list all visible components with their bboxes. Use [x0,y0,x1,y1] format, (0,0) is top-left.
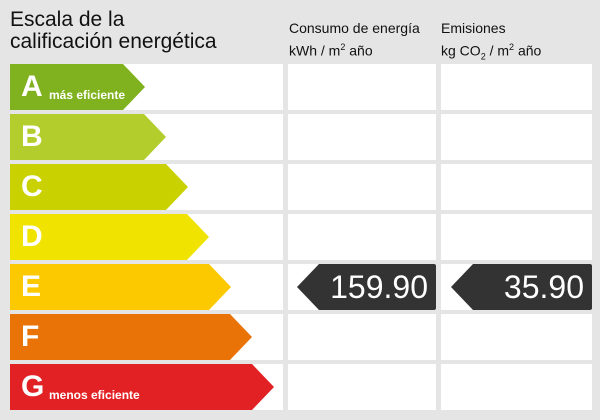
consumption-cell [288,114,436,160]
rating-letter: E [21,270,42,303]
consumption-cell [288,314,436,360]
rating-cell: C [10,164,283,210]
consumption-cell [288,164,436,210]
rating-letter: C [21,170,43,203]
consumption-cell [288,64,436,110]
emissions-indicator: 35.90 [451,264,592,310]
consumption-indicator: 159.90 [297,264,436,310]
emissions-cell [441,214,592,260]
rating-letter: A [21,70,43,103]
rating-cell: D [10,214,283,260]
emissions-cell: 35.90 [441,264,592,310]
rating-bar-d: D [10,214,209,260]
emissions-cell [441,364,592,410]
rating-bar-e: E [10,264,231,310]
emissions-cell [441,314,592,360]
rating-cell: B [10,114,283,160]
rating-bar-b: B [10,114,166,160]
rating-letter: B [21,120,43,153]
consumption-header: Consumo de energía kWh / m2 año [289,20,420,59]
rating-bar-c: C [10,164,188,210]
emissions-header: Emisiones kg CO2 / m2 año [441,20,542,62]
rating-cell: E [10,264,283,310]
rating-letter: D [21,220,43,253]
rating-letter: F [21,320,40,353]
rating-row-f: F [0,314,600,360]
rating-desc: menos eficiente [49,388,140,402]
rating-bar-f: F [10,314,252,360]
rating-row-d: D [0,214,600,260]
rating-row-b: B [0,114,600,160]
rating-letter: G [21,370,45,403]
emissions-cell [441,114,592,160]
emissions-cell [441,164,592,210]
rating-desc: más eficiente [49,88,126,102]
rating-row-e: E 159.90 35.90 [0,264,600,310]
consumption-cell: 159.90 [288,264,436,310]
rating-row-c: C [0,164,600,210]
consumption-cell [288,214,436,260]
consumption-cell [288,364,436,410]
chart-title: Escala de la calificación energética [10,8,217,53]
rating-cell: F [10,314,283,360]
emissions-cell [441,64,592,110]
